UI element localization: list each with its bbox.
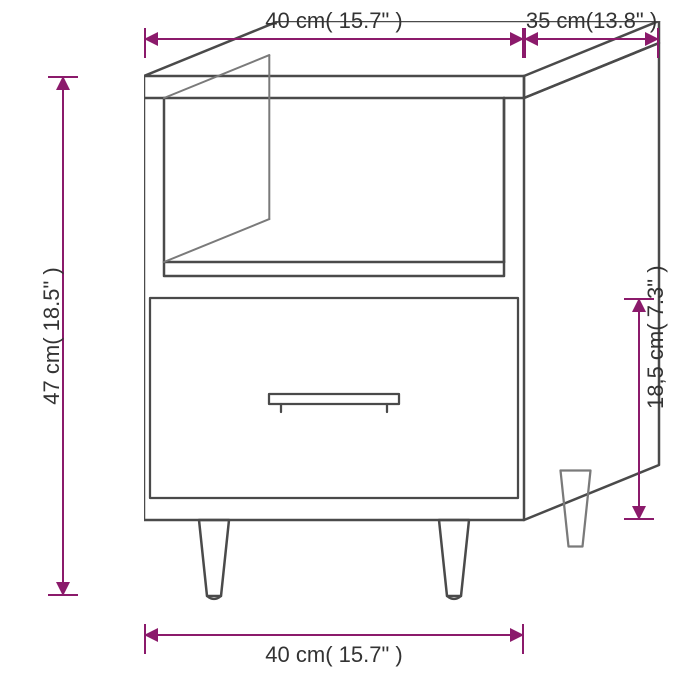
top_depth-arrow-r <box>645 32 659 46</box>
cabinet-drawing <box>144 21 669 606</box>
top_width-label: 40 cm( 15.7" ) <box>265 8 402 34</box>
bottom_w-arrow-l <box>144 628 158 642</box>
drawer_h-label: 18,5 cm( 7.3" ) <box>643 265 669 409</box>
bottom_w-line <box>144 634 524 636</box>
top_depth-line <box>524 38 659 40</box>
bottom_w-label: 40 cm( 15.7" ) <box>265 642 402 668</box>
drawer_h-arrow-b <box>632 506 646 520</box>
top_width-line <box>144 38 524 40</box>
top_depth-label: 35 cm(13.8" ) <box>526 8 657 34</box>
height-arrow-b <box>56 582 70 596</box>
drawer_h-line <box>638 298 640 520</box>
top_width-arrow-r <box>510 32 524 46</box>
bottom_w-arrow-r <box>510 628 524 642</box>
top_depth-arrow-l <box>524 32 538 46</box>
height-arrow-t <box>56 76 70 90</box>
height-label: 47 cm( 18.5" ) <box>39 267 65 404</box>
top_width-arrow-l <box>144 32 158 46</box>
